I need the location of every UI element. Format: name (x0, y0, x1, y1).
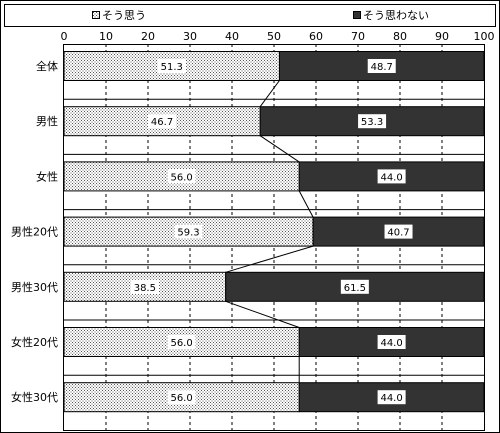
x-tick-label: 0 (61, 30, 68, 43)
x-tick-labels: 0 10 20 30 40 50 60 70 80 90 100 (61, 30, 495, 43)
legend-label-agree: そう思う (102, 9, 146, 22)
data-label-agree: 56.0 (170, 338, 192, 349)
data-label-disagree: 40.7 (387, 228, 409, 239)
data-label-bg (167, 335, 196, 349)
data-label-bg (377, 390, 406, 405)
bar-disagree (298, 161, 485, 192)
category-label: 女性30代 (11, 390, 58, 404)
x-tick-label: 60 (309, 30, 323, 43)
data-label-bg (384, 224, 413, 239)
legend: そう思う そう思わない (4, 4, 496, 27)
x-tick-label: 10 (99, 30, 113, 43)
data-label-agree: 46.7 (151, 117, 173, 128)
x-tick-label: 90 (435, 30, 449, 43)
series-line (225, 300, 300, 328)
legend-swatch-agree (92, 11, 100, 19)
data-label-agree: 38.5 (134, 283, 156, 294)
data-label-agree: 51.3 (161, 62, 183, 73)
data-label-disagree: 44.0 (380, 172, 402, 183)
data-label-disagree: 44.0 (380, 338, 402, 349)
category-label: 全体 (36, 59, 58, 73)
legend-swatch-disagree (353, 11, 361, 19)
data-label-agree: 56.0 (170, 172, 192, 183)
data-label-disagree: 61.5 (344, 283, 366, 294)
category-label: 女性 (36, 169, 58, 183)
x-tick-label: 100 (474, 30, 495, 43)
x-tick-label: 80 (393, 30, 407, 43)
data-label-bg (367, 59, 396, 73)
data-label-agree: 56.0 (170, 393, 192, 404)
data-label-disagree: 48.7 (371, 62, 393, 73)
data-labels: 51.3 48.7 46.7 53.3 56.0 44.0 59.3 40.7 38.5 61.5… (130, 59, 413, 405)
data-label-bg (157, 59, 186, 73)
data-label-bg (377, 169, 406, 184)
data-label-disagree: 44.0 (380, 393, 402, 404)
x-tick-label: 20 (141, 30, 155, 43)
series-lines (225, 80, 314, 383)
x-tick-label: 70 (351, 30, 365, 43)
category-label: 男性 (36, 114, 58, 128)
category-label: 男性30代 (11, 280, 58, 294)
data-label-bg (174, 224, 203, 239)
series-line (259, 80, 280, 107)
category-label: 女性20代 (11, 335, 58, 349)
x-tick-label: 30 (183, 30, 197, 43)
x-tick-label: 40 (225, 30, 239, 43)
data-label-disagree: 53.3 (361, 117, 383, 128)
data-label-bg (167, 390, 196, 405)
data-label-bg (377, 335, 406, 349)
plot-area (63, 44, 485, 431)
data-label-agree: 59.3 (177, 228, 199, 239)
data-label-bg (148, 114, 177, 129)
series-line (298, 190, 314, 218)
series-line (225, 245, 314, 273)
category-label: 男性20代 (11, 225, 58, 239)
data-label-bg (167, 169, 196, 184)
data-label-bg (340, 279, 369, 294)
data-label-bg (358, 114, 387, 129)
x-tick-label: 50 (267, 30, 281, 43)
legend-label-disagree: そう思わない (363, 9, 429, 22)
legend-box (4, 4, 496, 27)
data-label-bg (130, 279, 159, 294)
series-line (259, 135, 300, 163)
